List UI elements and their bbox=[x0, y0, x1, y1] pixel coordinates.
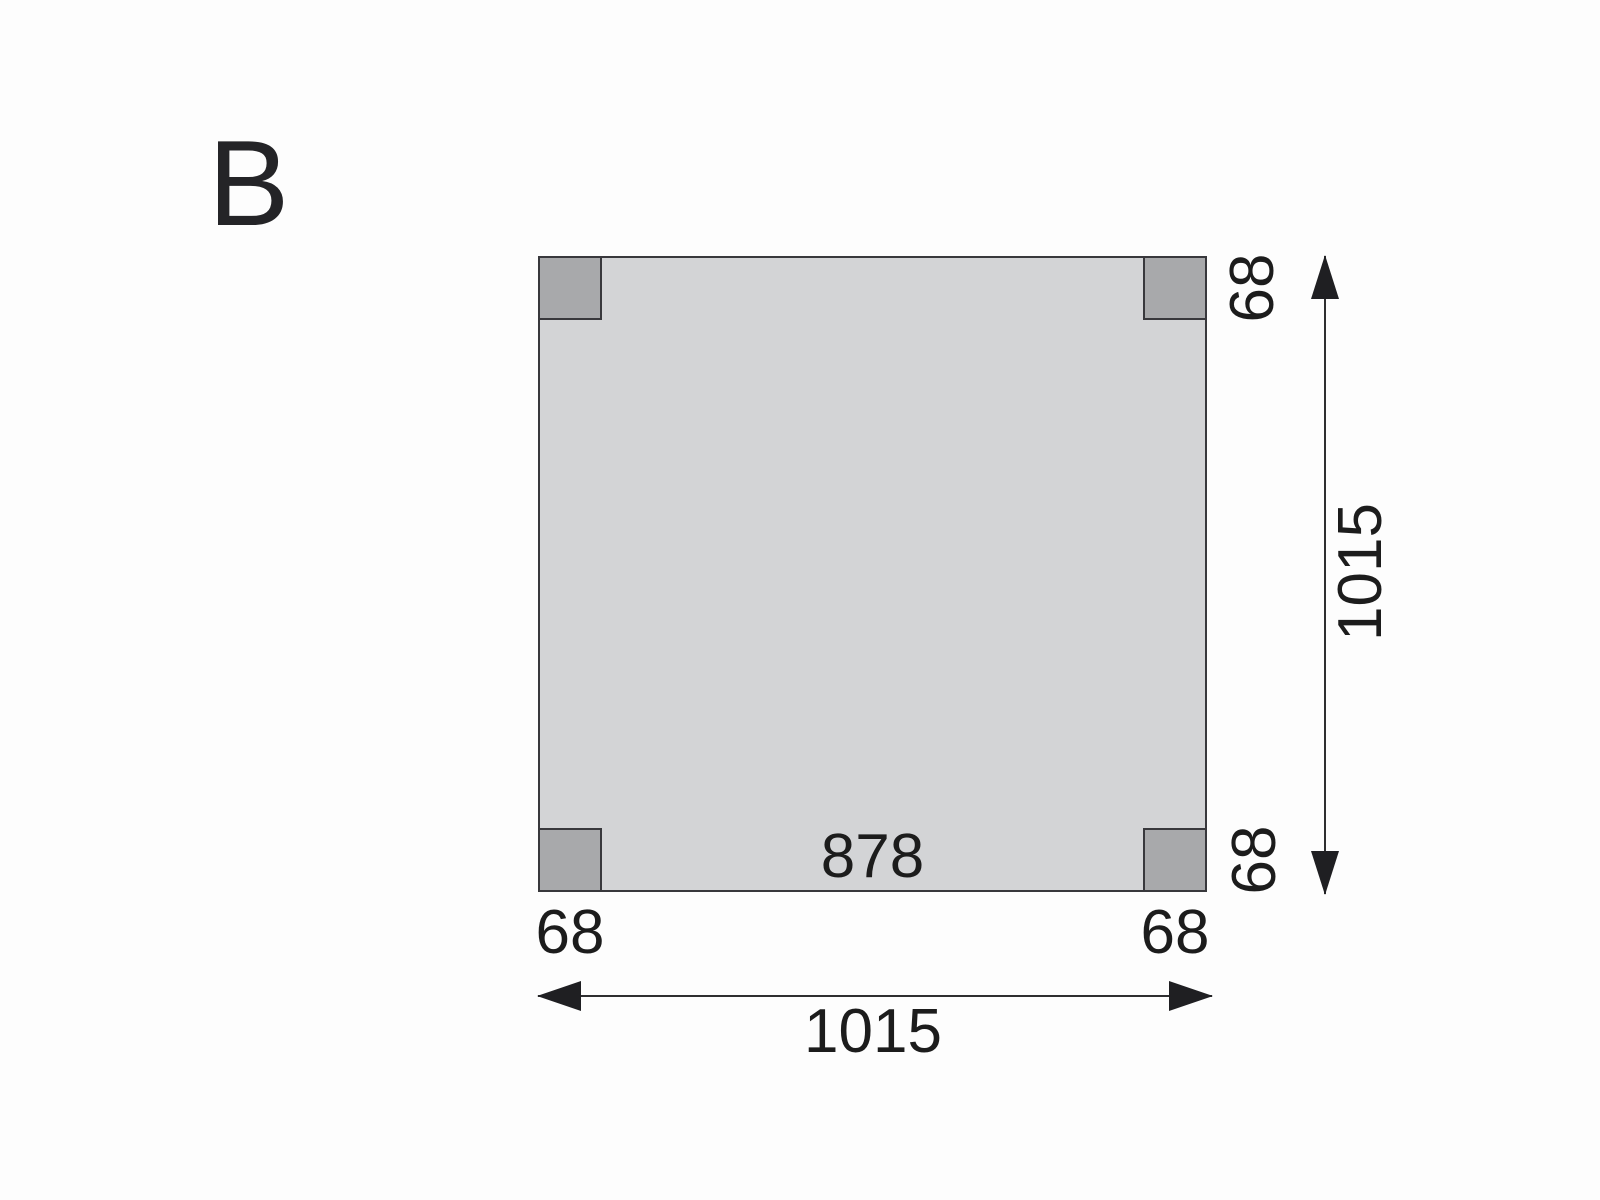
vertical-top-offset-label: 68 bbox=[1218, 253, 1287, 323]
inner-width-dimension-label: 878 bbox=[820, 822, 925, 891]
corner-post-bottom-left bbox=[538, 828, 602, 892]
horizontal-dimension-line bbox=[538, 995, 1212, 997]
corner-post-top-left bbox=[538, 256, 602, 320]
vertical-total-dimension-label: 1015 bbox=[1326, 503, 1395, 641]
corner-post-top-right bbox=[1143, 256, 1207, 320]
arrowhead-down-icon bbox=[1311, 851, 1339, 895]
arrowhead-left-icon bbox=[537, 981, 581, 1011]
deck-outline: 878 bbox=[538, 256, 1207, 892]
panel-label: B bbox=[208, 115, 290, 251]
arrowhead-up-icon bbox=[1311, 255, 1339, 299]
vertical-dimension-line bbox=[1324, 256, 1326, 894]
horizontal-left-offset-label: 68 bbox=[535, 898, 605, 967]
vertical-bottom-offset-label: 68 bbox=[1220, 825, 1289, 895]
arrowhead-right-icon bbox=[1169, 981, 1213, 1011]
horizontal-right-offset-label: 68 bbox=[1140, 898, 1210, 967]
corner-post-bottom-right bbox=[1143, 828, 1207, 892]
horizontal-total-dimension-label: 1015 bbox=[804, 997, 942, 1066]
